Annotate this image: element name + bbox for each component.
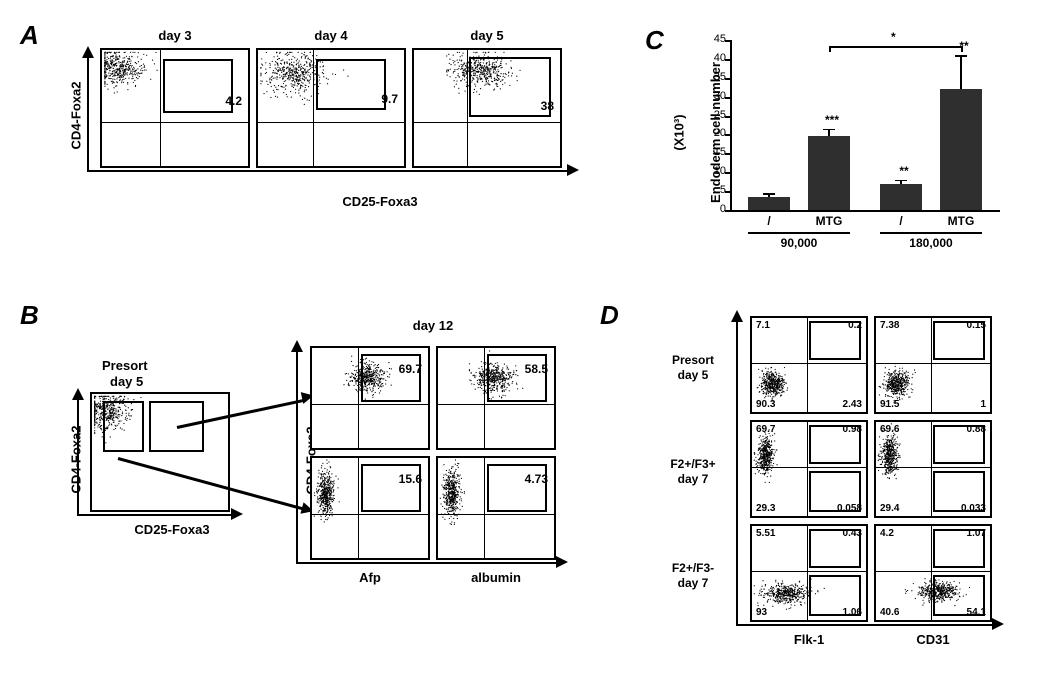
- facs-plot: 38: [412, 48, 562, 168]
- facs-plot: 9.7: [256, 48, 406, 168]
- panelA-plot-title: day 4: [256, 28, 406, 43]
- panelA-plot-title: day 5: [412, 28, 562, 43]
- panelA-plot-title: day 3: [100, 28, 250, 43]
- facs-plot: 4.2: [100, 48, 250, 168]
